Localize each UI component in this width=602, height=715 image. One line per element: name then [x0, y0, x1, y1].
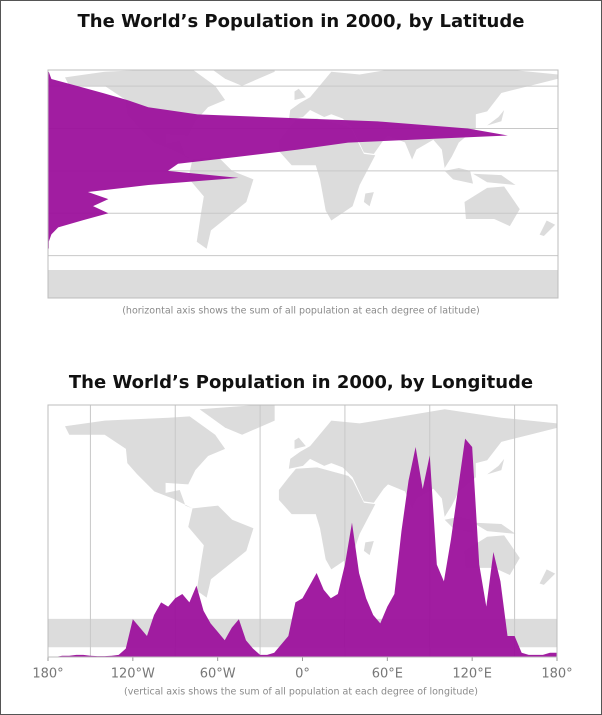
- plot-frame: [47, 69, 559, 299]
- caption: (vertical axis shows the sum of all popu…: [124, 687, 478, 698]
- chart-title: The World’s Population in 2000, by Longi…: [69, 372, 533, 393]
- x-tick-label: 120°W: [111, 667, 155, 682]
- plot-frame: [47, 404, 558, 658]
- x-tick-label: 0°: [295, 667, 310, 682]
- x-tick-label: 60°W: [200, 667, 236, 682]
- plot-area: [48, 70, 558, 298]
- chart-title: The World’s Population in 2000, by Latit…: [78, 11, 525, 32]
- x-tick-label: 120°E: [452, 667, 492, 682]
- x-tick-label: 60°E: [372, 667, 403, 682]
- population-area: [48, 438, 557, 657]
- x-tick-label: 180°: [32, 667, 63, 682]
- x-tick-label: 180°: [541, 667, 572, 682]
- plot-area: [48, 405, 557, 657]
- caption: (horizontal axis shows the sum of all po…: [122, 306, 480, 317]
- population-area: [48, 71, 508, 249]
